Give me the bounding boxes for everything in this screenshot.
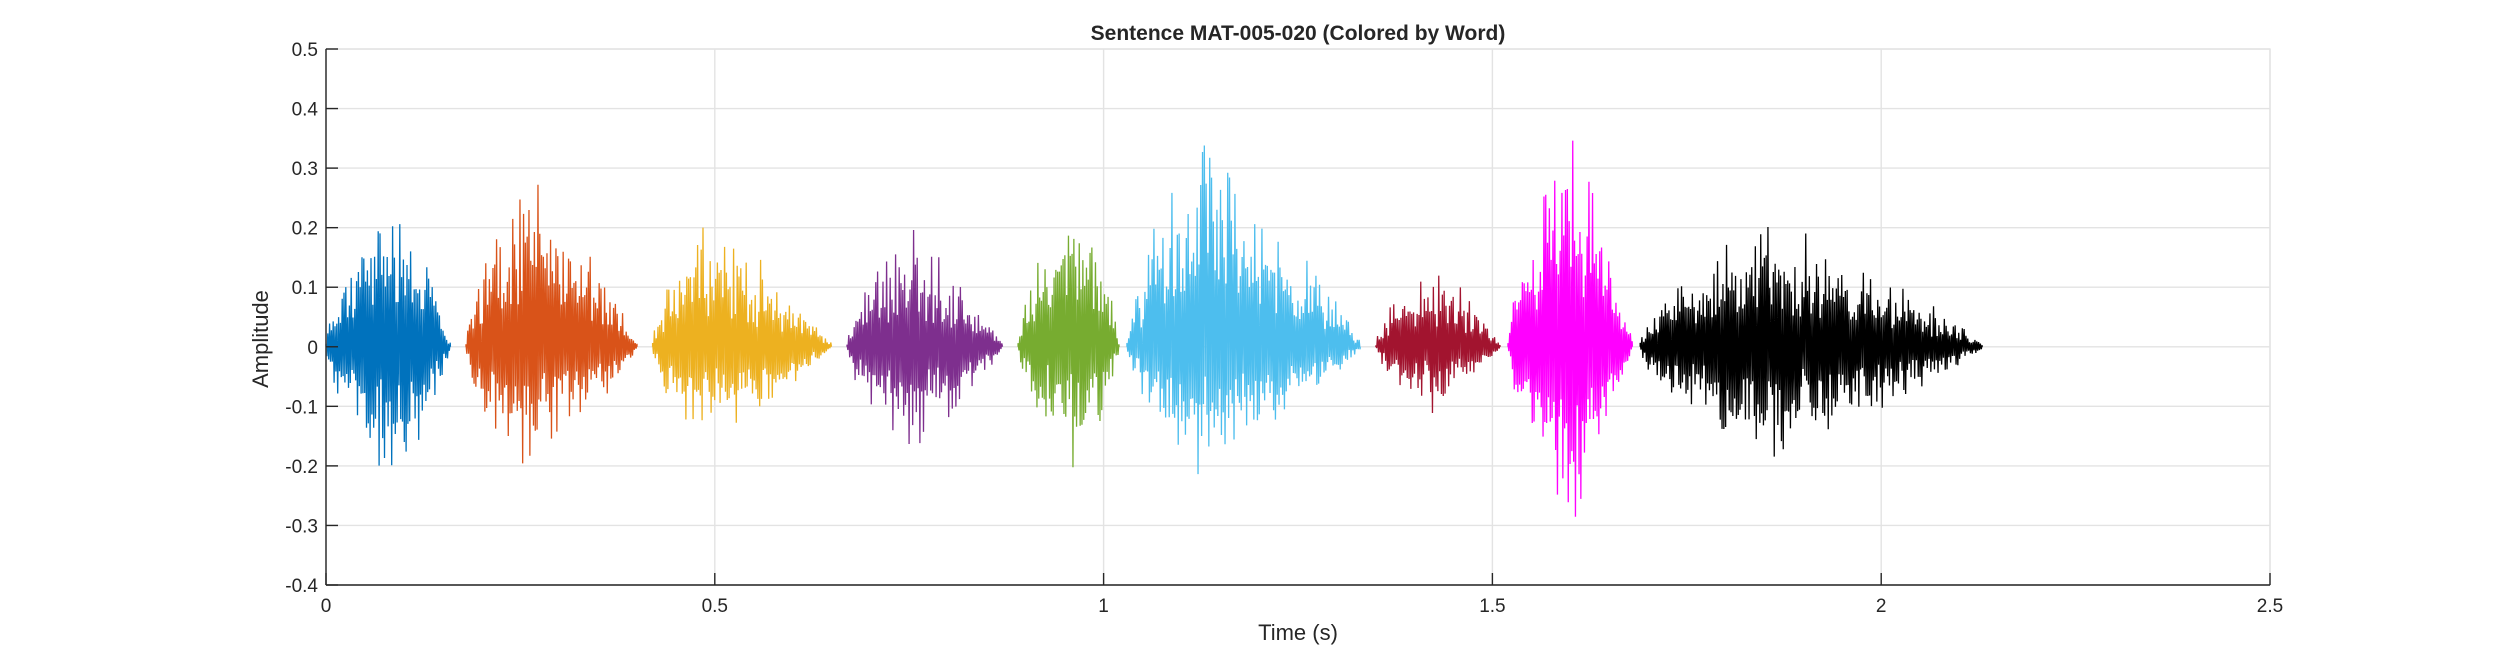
y-tick-label: -0.4 [285,576,318,597]
y-tick-label: -0.3 [285,516,318,537]
x-tick-label: 1.5 [1479,596,1505,617]
word-waveform-2 [466,185,637,464]
x-tick-label: 1 [1098,596,1109,617]
word-waveform-8 [1508,141,1632,517]
y-tick-label: 0.2 [292,219,318,240]
y-tick-label: 0.5 [292,40,318,61]
word-waveform-1 [326,224,450,466]
y-tick-label: 0.3 [292,159,318,180]
chart-title: Sentence MAT-005-020 (Colored by Word) [1091,22,1506,45]
x-tick-label: 2 [1876,596,1887,617]
y-tick-label: -0.2 [285,457,318,478]
y-tick-label: 0.1 [292,278,318,299]
y-tick-label: 0.4 [292,100,319,121]
word-waveform-4 [847,230,1003,444]
word-waveform-7 [1376,276,1500,413]
word-waveform-9 [1640,227,1982,457]
x-tick-label: 0.5 [702,596,728,617]
x-tick-label: 0 [321,596,332,617]
x-tick-label: 2.5 [2257,596,2283,617]
y-tick-label: -0.1 [285,397,318,418]
y-tick-label: 0 [307,338,318,359]
y-axis-label: Amplitude [248,290,273,388]
x-axis-label: Time (s) [1258,620,1338,645]
word-waveform-3 [653,228,832,423]
word-waveform-6 [1127,146,1360,475]
waveform-series [326,141,1982,517]
